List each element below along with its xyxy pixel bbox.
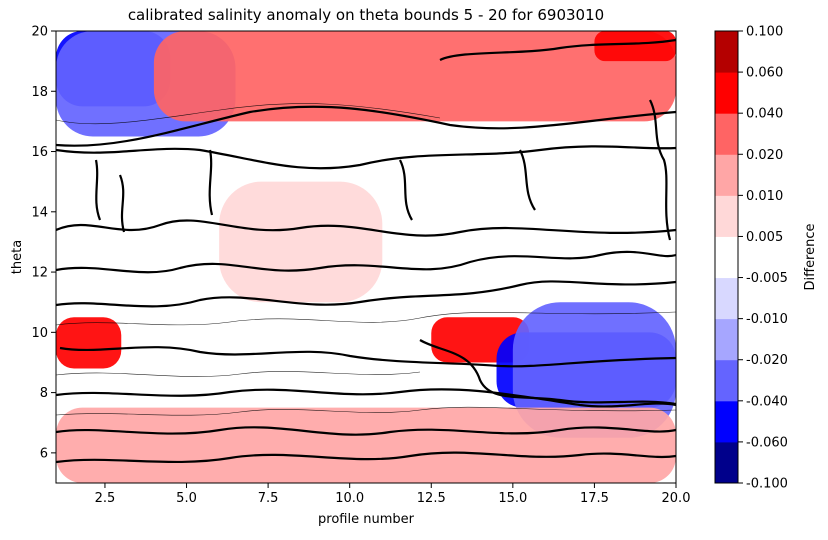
anomaly-region <box>56 317 122 369</box>
colorbar-tick-label: -0.060 <box>746 435 788 450</box>
y-axis-label: theta <box>10 240 25 274</box>
chart-title: calibrated salinity anomaly on theta bou… <box>128 6 604 24</box>
x-tick-label: 10.0 <box>335 491 364 506</box>
x-tick-label: 5.0 <box>176 491 197 506</box>
x-tick-label: 15.0 <box>498 491 527 506</box>
zero-contour <box>56 388 676 408</box>
plot-area <box>56 31 676 483</box>
x-tick-label: 20.0 <box>662 491 691 506</box>
colorbar-segment <box>715 441 738 484</box>
colorbar-frame <box>714 30 739 484</box>
colorbar-segment <box>715 359 738 402</box>
x-tick-label: 2.5 <box>95 491 116 506</box>
plot-frame <box>55 30 677 484</box>
zero-contour <box>56 280 676 308</box>
anomaly-region <box>153 31 676 122</box>
zero-contour <box>208 149 536 221</box>
colorbar-tick-label: -0.010 <box>746 312 788 327</box>
colorbar-tick-label: -0.040 <box>746 394 788 409</box>
contour-fill-layer <box>56 31 676 483</box>
colorbar-tick-label: -0.020 <box>746 353 788 368</box>
zero-contour-lines <box>56 38 676 464</box>
y-tick-label: 8 <box>40 386 48 401</box>
colorbar-segment <box>715 113 738 155</box>
colorbar-segment <box>715 154 738 196</box>
colorbar-segment <box>715 31 738 73</box>
zero-contour <box>56 250 676 274</box>
colorbar-segment <box>715 72 738 114</box>
colorbar-tick-label: 0.040 <box>746 107 783 122</box>
colorbar-tick-label: 0.010 <box>746 189 783 204</box>
anomaly-region <box>594 31 676 62</box>
colorbar-tick-label: -0.005 <box>746 271 788 286</box>
y-axis: 6 8 10 12 14 16 18 20 <box>31 25 56 461</box>
colorbar-segment <box>715 195 738 237</box>
zero-contour <box>56 145 676 170</box>
zero-contour <box>419 339 676 406</box>
colorbar-segment <box>715 400 738 443</box>
zero-contour <box>439 38 676 61</box>
colorbar-tick-label: 0.005 <box>746 230 783 245</box>
level-contour <box>56 103 441 125</box>
zero-contour <box>56 426 676 436</box>
colorbar-segment <box>715 318 738 361</box>
colorbar-label: Difference <box>803 223 818 290</box>
y-tick-label: 20 <box>31 25 48 40</box>
colorbar: -0.100 -0.060 -0.040 -0.020 -0.010 -0.005 0.00… <box>714 25 788 492</box>
x-tick-label: 7.5 <box>258 491 279 506</box>
colorbar-tick-label: 0.100 <box>746 25 783 40</box>
zero-contour <box>649 99 672 241</box>
x-tick-label: 17.5 <box>580 491 609 506</box>
colorbar-segment <box>715 277 738 320</box>
x-tick-label: 12.5 <box>417 491 446 506</box>
y-tick-label: 18 <box>31 85 48 100</box>
anomaly-region <box>219 181 383 303</box>
colorbar-tick-label: 0.060 <box>746 66 783 81</box>
y-tick-label: 6 <box>40 446 48 461</box>
level-contour <box>56 371 421 377</box>
colorbar-segment <box>715 236 738 279</box>
x-axis-label: profile number <box>318 512 415 527</box>
y-tick-label: 12 <box>31 266 48 281</box>
colorbar-tick-label: -0.100 <box>746 477 788 492</box>
zero-contour <box>94 159 126 233</box>
zero-contour <box>56 219 676 237</box>
zero-contour <box>56 105 676 147</box>
colorbar-tick-label: 0.020 <box>746 148 783 163</box>
y-tick-label: 10 <box>31 326 48 341</box>
y-tick-label: 16 <box>31 145 48 160</box>
level-contour-lines <box>56 103 676 416</box>
x-axis: 2.5 5.0 7.5 10.0 12.5 15.0 17.5 20.0 <box>95 483 691 506</box>
zero-contour <box>59 346 676 368</box>
anomaly-region <box>56 407 676 483</box>
level-contour <box>56 311 676 326</box>
y-tick-label: 14 <box>31 205 48 220</box>
zero-contour <box>56 451 676 464</box>
level-contour <box>56 406 676 416</box>
